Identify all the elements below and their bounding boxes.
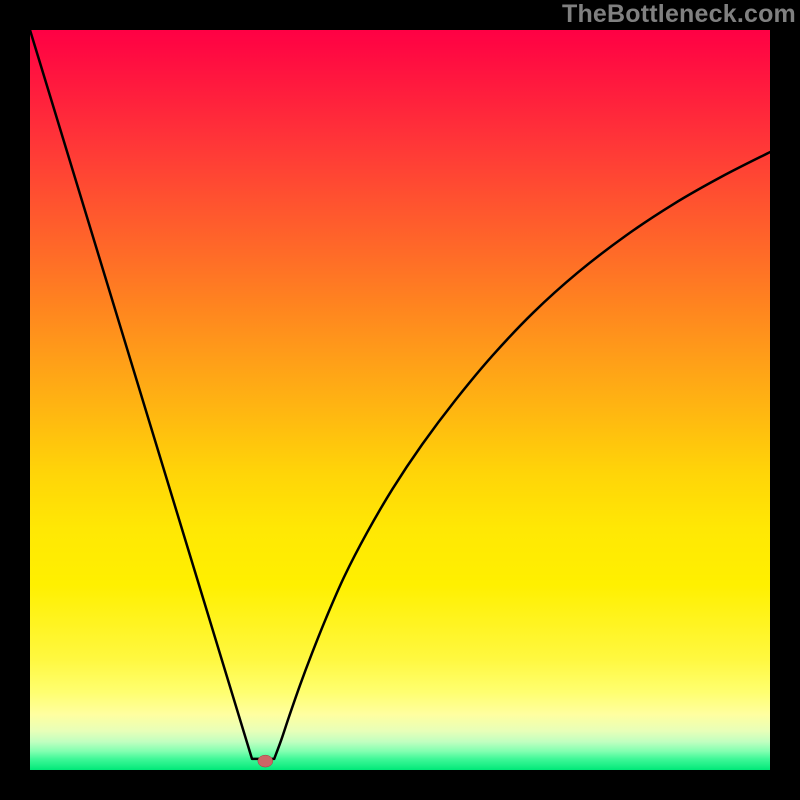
bottleneck-chart	[0, 0, 800, 800]
plot-gradient-background	[30, 30, 770, 770]
chart-stage: TheBottleneck.com	[0, 0, 800, 800]
watermark-text: TheBottleneck.com	[562, 0, 796, 29]
optimum-marker	[258, 755, 273, 767]
